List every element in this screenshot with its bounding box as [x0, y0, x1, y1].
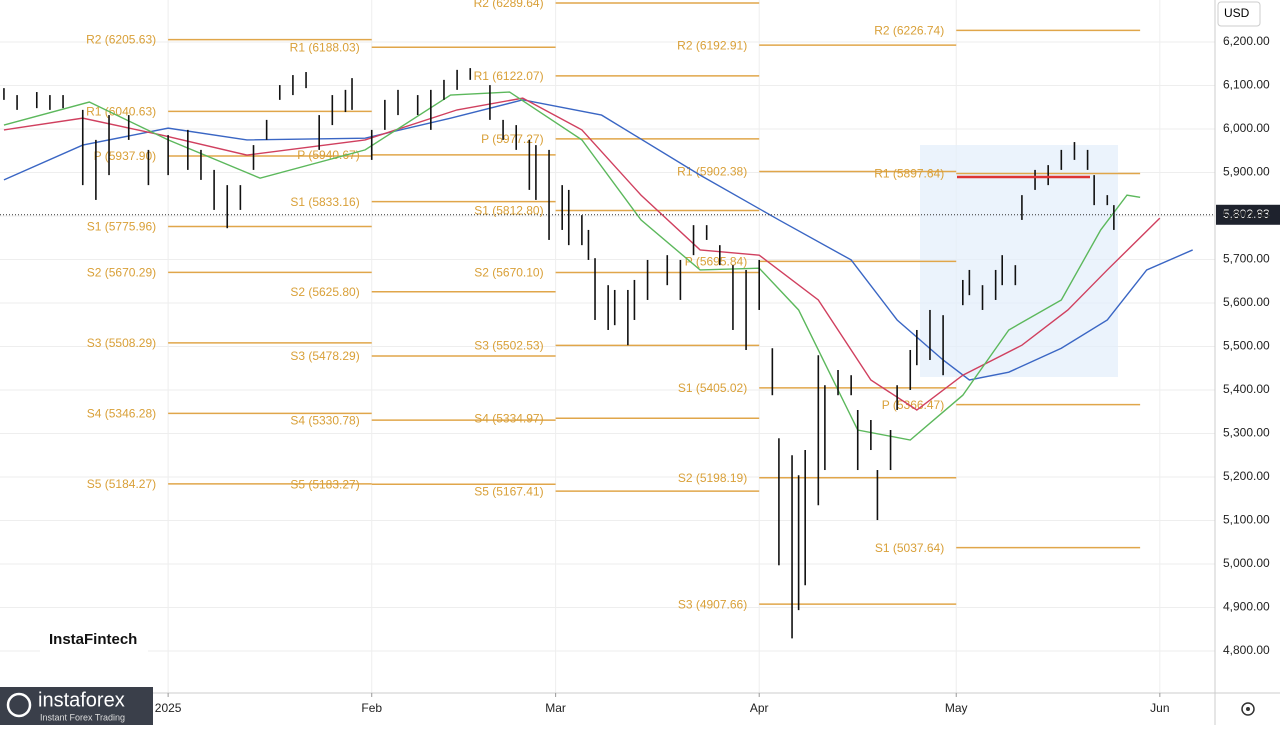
- pivot-label: S4 (5334.97): [474, 411, 543, 425]
- y-tick-label: 5,700.00: [1223, 252, 1270, 266]
- x-tick-label: Mar: [545, 701, 566, 715]
- y-tick-label: 5,000.00: [1223, 556, 1270, 570]
- pivot-label: P (5977.27): [481, 132, 544, 146]
- grid: [0, 0, 1215, 693]
- watermark-box: [40, 620, 148, 660]
- last-price: 5,802.83: [0, 204, 1280, 225]
- y-tick-label: 5,900.00: [1223, 165, 1270, 179]
- pivot-label: P (5366.47): [882, 398, 945, 412]
- x-tick-label: Jun: [1150, 701, 1169, 715]
- pivot-label: S4 (5330.78): [290, 413, 359, 427]
- moving-average: [3, 91, 1141, 441]
- pivot-label: R2 (6226.74): [874, 24, 944, 38]
- pivot-label: S5 (5183.27): [290, 477, 359, 491]
- pivot-label: S4 (5346.28): [87, 407, 156, 421]
- y-tick-label: 6,200.00: [1223, 34, 1270, 48]
- x-tick-label: Apr: [750, 701, 769, 715]
- pivot-label: S5 (5184.27): [87, 477, 156, 491]
- pivot-label: P (5695.84): [685, 254, 748, 268]
- pivot-label: R1 (6122.07): [474, 69, 544, 83]
- moving-average: [3, 97, 1161, 411]
- logo-box: [0, 687, 153, 725]
- y-tick-label: 5,100.00: [1223, 513, 1270, 527]
- pivot-label: P (5940.67): [297, 148, 360, 162]
- pivot-label: P (5937.90): [94, 149, 157, 163]
- pivot-label: R1 (6040.63): [86, 105, 156, 119]
- y-tick-label: 5,300.00: [1223, 426, 1270, 440]
- pivot-label: R2 (6205.63): [86, 33, 156, 47]
- logo: instaforex: [38, 689, 125, 711]
- logo-tagline: Instant Forex Trading: [40, 712, 125, 722]
- pivot-label: S1 (5037.64): [875, 541, 944, 555]
- y-tick-label: 4,800.00: [1223, 643, 1270, 657]
- pivot-label: S3 (5508.29): [87, 336, 156, 350]
- last-price-box: [1216, 204, 1280, 225]
- pivot-label: S1 (5812.80): [474, 204, 543, 218]
- pivot-label: S2 (5670.10): [474, 266, 543, 280]
- pivot-label: R1 (6188.03): [290, 40, 360, 54]
- y-tick-label: 5,400.00: [1223, 382, 1270, 396]
- pivot-label: S3 (4907.66): [678, 597, 747, 611]
- x-tick-label: Feb: [361, 701, 382, 715]
- price-bars: [3, 68, 1115, 639]
- y-tick-label: 4,900.00: [1223, 600, 1270, 614]
- y-tick-label: 5,500.00: [1223, 339, 1270, 353]
- watermark: InstaFintech: [49, 631, 137, 648]
- pivot-label: S2 (5625.80): [290, 285, 359, 299]
- x-tick-label: May: [945, 701, 968, 715]
- y-tick-label: 5,200.00: [1223, 469, 1270, 483]
- pivot-label: S2 (5198.19): [678, 471, 747, 485]
- pivot-label: S3 (5478.29): [290, 349, 359, 363]
- currency: USD: [1224, 6, 1250, 20]
- x-tick-label: 2025: [155, 701, 182, 715]
- y-tick-label: 5,600.00: [1223, 295, 1270, 309]
- pivot-label: S2 (5670.29): [87, 266, 156, 280]
- pivot-levels: R2 (6205.63) R1 (6040.63) P (5937.90) S1 (5…: [86, 0, 1141, 611]
- y-tick-label: 6,100.00: [1223, 78, 1270, 92]
- y-tick-label: 6,000.00: [1223, 121, 1270, 135]
- settings-icon[interactable]: [1241, 702, 1255, 716]
- moving-averages: [3, 91, 1193, 441]
- y-tick-label: 5,800.00: [1223, 208, 1270, 222]
- pivot-label: R2 (6289.64): [474, 0, 544, 10]
- axes: 6,200.00 6,100.00 6,000.00 5,900.00 5,800.00…: [155, 34, 1270, 715]
- pivot-label: R1 (5897.64): [874, 167, 944, 181]
- pivot-label: S3 (5502.53): [474, 339, 543, 353]
- pivot-label: S5 (5167.41): [474, 484, 543, 498]
- pivot-label: S1 (5775.96): [87, 220, 156, 234]
- logo-icon: [6, 692, 32, 718]
- pivot-label: R1 (5902.38): [677, 165, 747, 179]
- pivot-label: S1 (5833.16): [290, 195, 359, 209]
- settings-icon-dot: [1246, 707, 1250, 711]
- currency-box[interactable]: [1217, 1, 1261, 27]
- pivot-label: R2 (6192.91): [677, 38, 747, 52]
- moving-average: [3, 99, 1193, 381]
- pivot-label: S1 (5405.02): [678, 381, 747, 395]
- last-price-label: 5,802.83: [1223, 207, 1270, 221]
